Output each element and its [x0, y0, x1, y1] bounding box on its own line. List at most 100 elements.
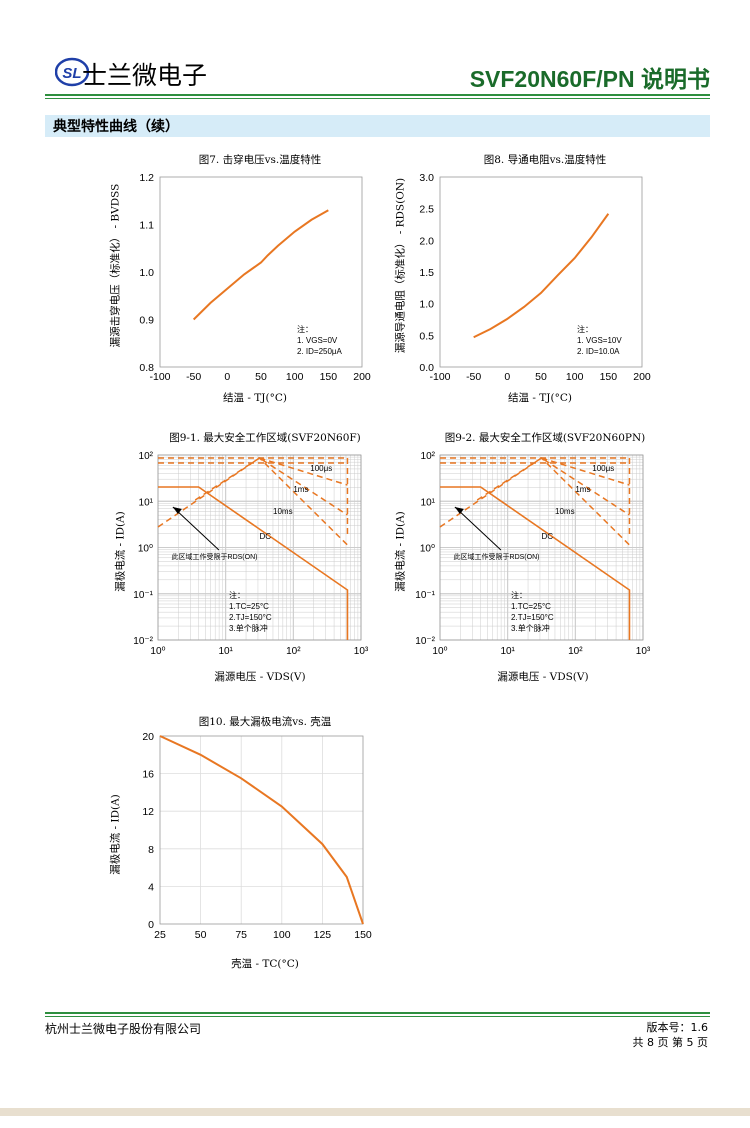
plot-frame	[157, 454, 362, 641]
x-tick-label: -50	[186, 371, 201, 383]
soa-note-line: 2.TJ=150°C	[511, 613, 554, 622]
y-tick-label: 10⁰	[138, 544, 153, 555]
fig7-ylabel: 漏源击穿电压（标准化） - BVDSS	[109, 183, 122, 348]
y-tick-label: 10²	[139, 451, 154, 462]
x-tick-label: 200	[353, 371, 371, 383]
plot-frame	[159, 176, 363, 368]
fig9-2-xlabel: 漏源电压 - VDS(V)	[497, 671, 589, 683]
soa-note-line: 1.TC=25°C	[229, 602, 269, 611]
dc-boundary	[158, 486, 349, 640]
footer-pages: 共 8 页 第 5 页	[632, 1036, 708, 1049]
y-tick-label: 1.1	[139, 220, 154, 232]
y-tick-label: 8	[148, 844, 154, 856]
y-tick-label: 2.0	[419, 235, 434, 247]
x-tick-label: 150	[600, 371, 618, 383]
x-tick-label: 50	[195, 929, 207, 941]
x-tick-label: 10²	[568, 646, 583, 657]
document-title: SVF20N60F/PN 说明书	[469, 66, 710, 92]
fig10-xlabel: 壳温 - TC(°C)	[231, 958, 299, 970]
label-100us: 100μs	[592, 464, 614, 473]
y-tick-label: 1.5	[419, 267, 434, 279]
label-dc: DC	[260, 532, 272, 541]
data-series-line	[192, 209, 329, 321]
x-tick-label: 100	[286, 371, 304, 383]
y-tick-label: 1.0	[419, 299, 434, 311]
y-tick-label: 20	[142, 731, 154, 743]
rdson-arrow	[454, 506, 502, 551]
x-tick-label: -50	[466, 371, 481, 383]
arrow-head	[454, 507, 464, 514]
data-series-line	[159, 735, 364, 925]
x-tick-label: 10³	[636, 646, 651, 657]
rdson-limit-text: 此区域工作受限于RDS(ON)	[454, 552, 540, 561]
fig9-2-caption: 图9-2. 最大安全工作区域(SVF20N60PN)	[444, 432, 646, 444]
y-tick-label: 12	[142, 806, 154, 818]
data-series-line	[473, 213, 610, 339]
y-tick-label: 10⁻²	[415, 636, 435, 647]
fig9-2-ylabel: 漏极电流 - ID(A)	[394, 511, 407, 592]
arrow-head	[172, 507, 182, 514]
dc-boundary	[440, 486, 631, 640]
fig8-ylabel: 漏源导通电阻（标准化） - RDS(ON)	[394, 177, 407, 354]
y-tick-label: 2.5	[419, 204, 434, 216]
y-tick-label: 10¹	[139, 497, 154, 508]
label-10ms: 10ms	[273, 507, 293, 516]
soa-note-line: 注：	[229, 590, 245, 600]
fig7-note-line: 1. VGS=0V	[297, 336, 338, 345]
soa-note-line: 3.单个脉冲	[229, 623, 268, 633]
plot-frame	[159, 735, 364, 925]
x-tick-label: 100	[566, 371, 584, 383]
soa-note-line: 1.TC=25°C	[511, 602, 551, 611]
x-tick-label: 50	[255, 371, 267, 383]
x-tick-label: 25	[154, 929, 166, 941]
plot-frame	[439, 176, 643, 368]
fig9-1-chart: 10⁰ 10¹ 10² 10³ 10² 10¹ 10⁰ 10⁻¹ 10⁻² 100μs 1ms 10m…	[133, 451, 369, 657]
x-tick-label: 150	[354, 929, 372, 941]
y-tick-label: 0.9	[139, 315, 154, 327]
fig8-note-line: 1. VGS=10V	[577, 336, 622, 345]
x-tick-label: -100	[149, 371, 170, 383]
y-tick-label: 4	[148, 881, 154, 893]
x-tick-label: 10¹	[500, 646, 515, 657]
limit-10ms	[157, 457, 348, 546]
y-tick-label: 0.0	[419, 362, 434, 374]
page-bottom-band	[0, 1108, 750, 1116]
fig8-xlabel: 结温 - TJ(°C)	[508, 392, 572, 404]
y-tick-label: 10⁻¹	[415, 590, 435, 601]
fig7-caption: 图7. 击穿电压vs.温度特性	[198, 154, 322, 166]
limit-1ms	[194, 457, 348, 516]
limit-100us	[541, 457, 630, 486]
footer-company: 杭州士兰微电子股份有限公司	[45, 1022, 202, 1036]
company-short-name: 士兰微电子	[82, 61, 208, 90]
fig9-1-caption: 图9-1. 最大安全工作区域(SVF20N60F)	[169, 432, 361, 444]
label-1ms: 1ms	[293, 485, 308, 494]
y-tick-label: 10⁰	[420, 544, 435, 555]
x-tick-label: 10³	[354, 646, 369, 657]
footer-version: 版本号：1.6	[646, 1021, 709, 1034]
label-dc: DC	[542, 532, 554, 541]
y-tick-label: 10⁻¹	[133, 590, 153, 601]
footer-meta: 版本号：1.6 共 8 页 第 5 页	[633, 1020, 708, 1050]
limit-1ms	[476, 457, 630, 516]
section-band: 典型特性曲线（续）	[45, 115, 710, 137]
y-tick-label: 10²	[421, 451, 436, 462]
x-tick-label: 125	[314, 929, 332, 941]
fig8-caption: 图8. 导通电阻vs.温度特性	[483, 154, 607, 166]
y-tick-label: 1.2	[139, 172, 154, 184]
x-tick-label: 10¹	[218, 646, 233, 657]
soa-note-line: 注：	[511, 590, 527, 600]
fig10-caption: 图10. 最大漏极电流vs. 壳温	[198, 716, 332, 728]
x-tick-label: 75	[235, 929, 247, 941]
y-tick-label: 1.0	[139, 267, 154, 279]
fig7-xlabel: 结温 - TJ(°C)	[223, 392, 287, 404]
x-tick-label: 0	[504, 371, 510, 383]
label-100us: 100μs	[310, 464, 332, 473]
company-logo: SL	[55, 57, 89, 87]
x-tick-label: 100	[273, 929, 291, 941]
y-tick-label: 0	[148, 919, 154, 931]
limit-10ms	[439, 457, 630, 546]
rdson-arrow	[172, 506, 220, 551]
fig10-chart: 25 50 75 100 125 150 0 4 8 12 16 20	[142, 731, 372, 941]
fig7-note-line: 2. ID=250μA	[297, 347, 343, 356]
x-tick-label: 150	[320, 371, 338, 383]
